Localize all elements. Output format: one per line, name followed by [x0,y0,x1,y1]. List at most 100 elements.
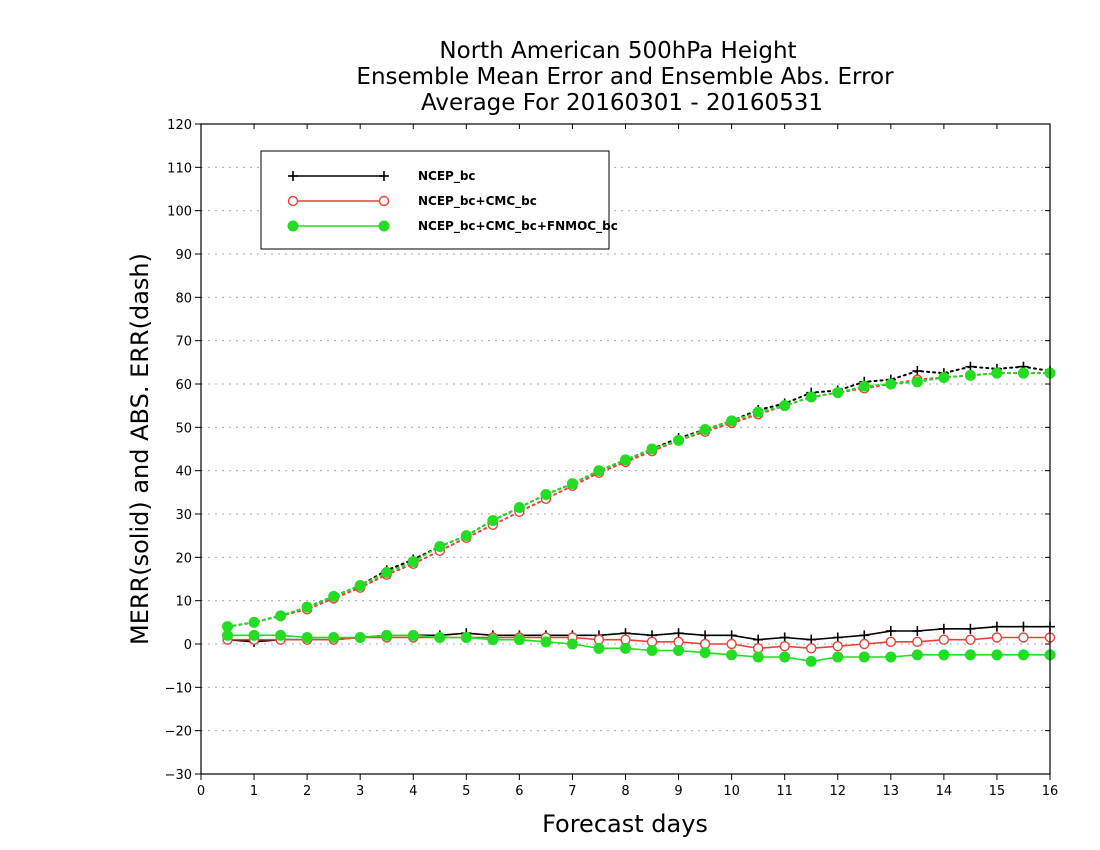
abs-err-point [407,556,419,568]
legend-entry-1: NCEP_bc [288,169,476,184]
merr-point [673,636,684,648]
legend-marker [288,171,298,181]
merr-point [248,629,260,641]
merr-point [566,638,578,650]
merr-point [593,642,605,654]
legend-marker [287,220,299,232]
x-tick-label: 0 [197,784,205,799]
legend-entry-3: NCEP_bc+CMC_bc+FNMOC_bc [287,219,618,234]
legend-label: NCEP_bc [418,169,476,184]
merr-point [301,632,313,643]
x-axis-label: Forecast days [542,810,708,838]
x-tick-label: 14 [936,784,953,799]
abs-err-point [805,391,817,403]
abs-err-point [434,541,446,552]
abs-err-point [513,502,525,513]
merr-point [699,638,711,650]
abs-err-point [699,424,711,435]
y-tick-label: 40 [175,465,192,480]
merr-point [620,642,631,654]
legend-marker [379,171,389,181]
merr-point [991,621,1002,632]
y-tick-label: 110 [167,161,192,176]
series-1 [222,361,1055,647]
merr-point [646,645,658,656]
abs-err-point [354,580,366,591]
abs-err-point [885,378,897,390]
legend: NCEP_bc NCEP_bc+CMC_bc NCEP_bc+CMC_bc+FNMO… [260,150,618,250]
merr-point [911,649,923,661]
merr-point [752,651,764,663]
merr-point [328,632,340,643]
merr-point [434,632,446,643]
merr-point [1018,621,1029,632]
abs-err-point [301,601,313,613]
abs-err-line [226,365,1051,628]
x-tick-label: 7 [568,784,576,799]
y-tick-label: 30 [175,508,192,523]
x-tick-label: 10 [723,784,740,799]
merr-point [222,629,234,641]
merr-point [646,636,658,648]
x-tick-label: 16 [1042,784,1059,799]
abs-err-point [912,366,923,376]
abs-err-point [911,376,923,388]
merr-line [227,625,1050,643]
grid-lines [201,166,1050,732]
merr-point [540,636,552,648]
x-tick-label: 3 [356,784,364,799]
merr-point [858,651,870,663]
abs-err-point [328,590,340,602]
y-tick-label: 10 [175,595,192,610]
abs-err-point [938,372,950,383]
merr-point [726,638,737,650]
merr-point [620,634,631,645]
merr-point [964,649,976,661]
merr-point [726,630,737,641]
merr-point [832,632,843,643]
x-tick-label: 9 [674,784,682,799]
abs-err-point [832,387,844,399]
merr-point [859,638,870,650]
merr-point [275,629,287,641]
abs-err-point [275,610,287,622]
merr-point [593,634,605,645]
legend-label: NCEP_bc+CMC_bc+FNMOC_bc [418,219,618,234]
merr-point [806,634,817,645]
abs-err-point [487,515,499,526]
merr-point [859,630,870,641]
merr-point [991,649,1003,661]
merr-point [673,628,684,639]
merr-point [938,634,950,645]
merr-point [885,651,897,663]
merr-point [354,632,366,643]
merr-point [753,634,764,645]
x-tick-label: 15 [989,784,1006,799]
y-tick-label: 120 [167,118,192,133]
abs-err-point [964,369,976,381]
merr-point [1018,632,1029,643]
abs-err-point [540,489,552,500]
merr-point [938,623,949,634]
merr-line [227,636,1050,650]
merr-point [965,634,976,645]
y-axis-label: MERR(solid) and ABS. ERR(dash) [126,253,154,645]
merr-point [885,636,897,648]
chart-title: North American 500hPa Height Ensemble Me… [356,38,894,116]
abs-err-point [673,434,685,446]
merr-point [381,629,393,641]
x-tick-label: 4 [409,784,417,799]
x-tick-label: 2 [303,784,311,799]
abs-err-point [460,530,472,542]
abs-err-point [248,616,260,628]
legend-marker [287,195,299,207]
y-tick-label: −10 [165,681,192,696]
title-line-2: Ensemble Mean Error and Ensemble Abs. Er… [356,64,894,90]
abs-err-line [226,372,1051,628]
legend-entry-2: NCEP_bc+CMC_bc [287,194,537,209]
y-tick-label: 20 [175,551,192,566]
title-line-3: Average For 20160301 - 20160531 [421,90,823,116]
merr-point [832,651,844,663]
merr-point [938,649,950,661]
